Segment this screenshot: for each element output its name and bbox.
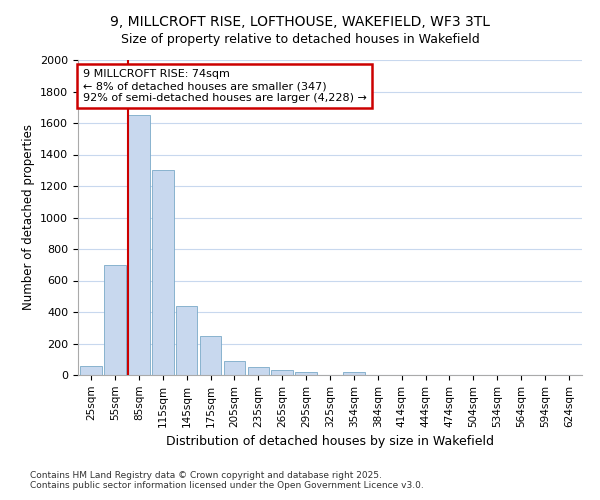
- Text: Size of property relative to detached houses in Wakefield: Size of property relative to detached ho…: [121, 32, 479, 46]
- Bar: [343, 372, 365, 375]
- Text: 9, MILLCROFT RISE, LOFTHOUSE, WAKEFIELD, WF3 3TL: 9, MILLCROFT RISE, LOFTHOUSE, WAKEFIELD,…: [110, 15, 490, 29]
- Bar: [295, 372, 317, 375]
- X-axis label: Distribution of detached houses by size in Wakefield: Distribution of detached houses by size …: [166, 435, 494, 448]
- Text: 9 MILLCROFT RISE: 74sqm
← 8% of detached houses are smaller (347)
92% of semi-de: 9 MILLCROFT RISE: 74sqm ← 8% of detached…: [83, 70, 367, 102]
- Bar: [176, 306, 197, 375]
- Bar: [248, 367, 269, 375]
- Bar: [224, 361, 245, 375]
- Bar: [80, 366, 102, 375]
- Bar: [200, 336, 221, 375]
- Bar: [128, 115, 149, 375]
- Bar: [104, 265, 126, 375]
- Bar: [152, 170, 173, 375]
- Text: Contains HM Land Registry data © Crown copyright and database right 2025.
Contai: Contains HM Land Registry data © Crown c…: [30, 470, 424, 490]
- Bar: [271, 370, 293, 375]
- Y-axis label: Number of detached properties: Number of detached properties: [22, 124, 35, 310]
